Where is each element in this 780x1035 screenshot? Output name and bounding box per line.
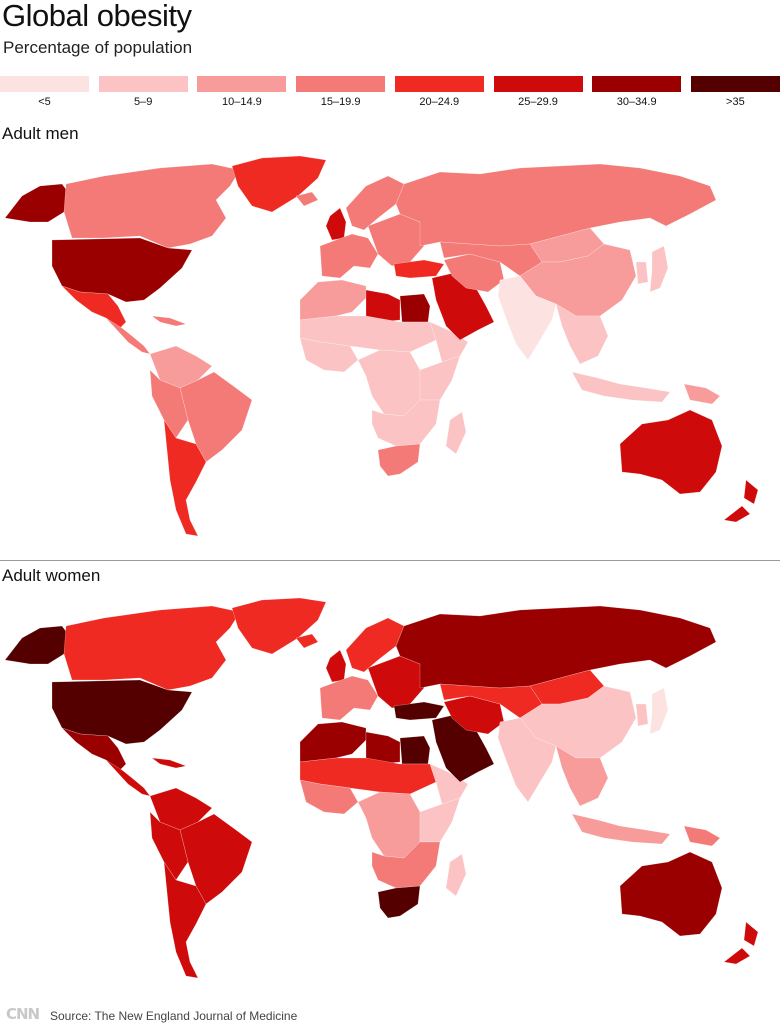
region-europe-west-women bbox=[319, 675, 379, 721]
region-iceland-women bbox=[295, 633, 319, 649]
region-caribbean-women bbox=[151, 757, 187, 769]
legend-label-3: 15–19.9 bbox=[320, 96, 361, 108]
region-korea-men bbox=[635, 261, 649, 285]
region-mexico-women bbox=[61, 727, 127, 771]
region-new-zealand-men bbox=[723, 479, 759, 523]
source-note: Source: The New England Journal of Medic… bbox=[50, 1009, 298, 1023]
region-west-africa-men bbox=[299, 337, 359, 373]
region-east-africa-women bbox=[419, 797, 461, 843]
region-turkey-men bbox=[393, 259, 445, 279]
region-madagascar-women bbox=[445, 853, 467, 897]
legend-swatch-0 bbox=[0, 76, 89, 92]
legend-label-7: >35 bbox=[726, 96, 745, 108]
region-russia-men bbox=[395, 163, 717, 247]
region-madagascar-men bbox=[445, 411, 467, 455]
region-southeast-asia-women bbox=[555, 745, 609, 807]
region-uk-men bbox=[325, 207, 347, 241]
panel-title-women: Adult women bbox=[2, 566, 101, 585]
page-title: Global obesity bbox=[2, 0, 192, 33]
region-brazil-men bbox=[179, 371, 253, 463]
page-subtitle: Percentage of population bbox=[3, 38, 193, 57]
region-png-men bbox=[683, 383, 721, 405]
region-alaska-women bbox=[4, 625, 69, 665]
region-korea-women bbox=[635, 703, 649, 727]
region-india-men bbox=[497, 275, 557, 361]
region-mexico-men bbox=[61, 285, 127, 329]
region-brazil-women bbox=[179, 813, 253, 905]
region-png-women bbox=[683, 825, 721, 847]
legend-label-6: 30–34.9 bbox=[616, 96, 657, 108]
legend-swatch-5 bbox=[493, 76, 583, 92]
legend-swatch-4 bbox=[394, 76, 484, 92]
region-turkey-women bbox=[393, 701, 445, 721]
region-russia-women bbox=[395, 605, 717, 689]
region-central-africa-women bbox=[357, 791, 421, 859]
region-indonesia-women bbox=[571, 813, 671, 845]
region-australia-men bbox=[619, 409, 723, 495]
region-australia-women bbox=[619, 851, 723, 937]
region-southern-africa-men bbox=[371, 399, 441, 447]
region-alaska-men bbox=[4, 183, 69, 223]
legend-swatch-2 bbox=[197, 76, 287, 92]
region-east-africa-men bbox=[419, 355, 461, 401]
legend-swatch-3 bbox=[296, 76, 386, 92]
legend-label-2: 10–14.9 bbox=[222, 96, 262, 108]
region-europe-east-men bbox=[367, 213, 425, 267]
region-new-zealand-women bbox=[723, 921, 759, 965]
region-north-africa-men bbox=[299, 279, 367, 321]
region-india-women bbox=[497, 717, 557, 803]
region-europe-east-women bbox=[367, 655, 425, 709]
legend-label-0: <5 bbox=[38, 96, 51, 108]
region-southern-africa-women bbox=[371, 841, 441, 889]
region-japan-men bbox=[649, 245, 669, 293]
region-andes-women bbox=[149, 811, 189, 881]
divider bbox=[0, 560, 780, 561]
region-central-africa-men bbox=[357, 349, 421, 417]
region-uk-women bbox=[325, 649, 347, 683]
map-adult-women bbox=[4, 597, 759, 979]
region-south-africa-women bbox=[377, 885, 421, 919]
region-greenland-men bbox=[231, 155, 327, 213]
region-west-africa-women bbox=[299, 779, 359, 815]
legend: <5 5–9 10–14.9 15–19.9 20–24.9 25–29.9 30–34.9… bbox=[0, 76, 780, 110]
legend-label-1: 5–9 bbox=[134, 96, 153, 108]
region-south-africa-men bbox=[377, 443, 421, 477]
region-indonesia-men bbox=[571, 371, 671, 403]
region-north-africa-women bbox=[299, 721, 367, 763]
region-southeast-asia-men bbox=[555, 303, 609, 365]
region-egypt-men bbox=[399, 293, 431, 323]
legend-swatch-1 bbox=[98, 76, 188, 92]
legend-label-4: 20–24.9 bbox=[419, 96, 460, 108]
region-europe-west-men bbox=[319, 233, 379, 279]
region-canada-men bbox=[63, 163, 241, 249]
region-argentina-chile-women bbox=[163, 861, 207, 979]
legend-swatch-7 bbox=[690, 76, 780, 92]
region-andes-men bbox=[149, 369, 189, 439]
region-argentina-chile-men bbox=[163, 419, 207, 537]
legend-label-5: 25–29.9 bbox=[518, 96, 558, 108]
region-egypt-women bbox=[399, 735, 431, 765]
region-japan-women bbox=[649, 687, 669, 735]
legend-swatch-6 bbox=[592, 76, 682, 92]
region-iceland-men bbox=[295, 191, 319, 207]
panel-title-men: Adult men bbox=[2, 124, 79, 143]
region-canada-women bbox=[63, 605, 241, 691]
region-greenland-women bbox=[231, 597, 327, 655]
region-central-america-men bbox=[105, 317, 151, 355]
region-central-america-women bbox=[105, 759, 151, 797]
region-caribbean-men bbox=[151, 315, 187, 327]
map-adult-men bbox=[4, 155, 759, 537]
cnn-logo: CNN bbox=[6, 1005, 40, 1023]
